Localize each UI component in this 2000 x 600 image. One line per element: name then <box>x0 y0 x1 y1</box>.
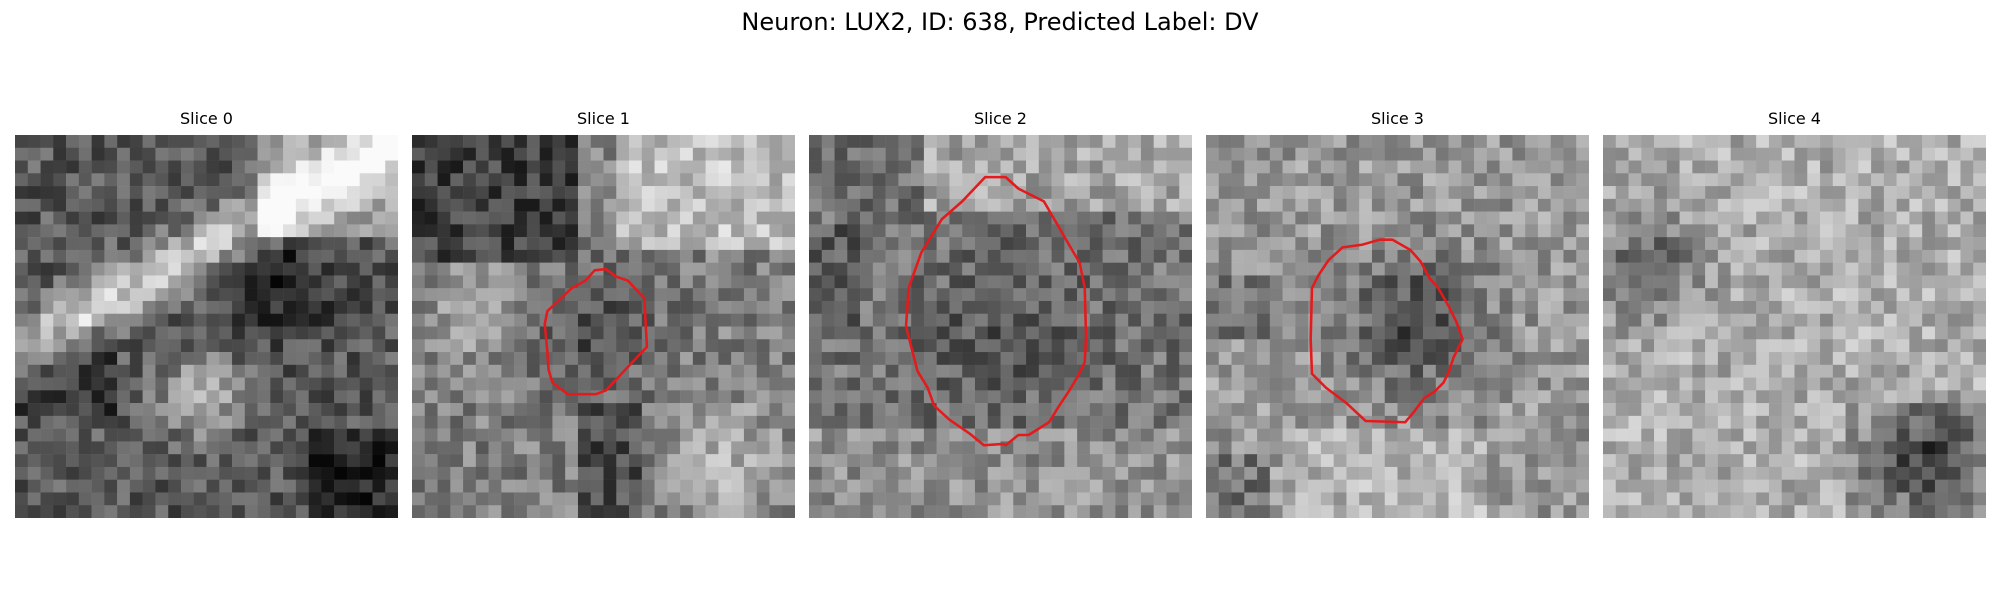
segmentation-contour <box>543 267 649 396</box>
slice-image <box>809 135 1192 518</box>
slice-panel-4: Slice 4 <box>1603 107 1986 520</box>
slice-title: Slice 0 <box>180 109 233 128</box>
slice-title: Slice 1 <box>577 109 630 128</box>
slice-image <box>1206 135 1589 518</box>
slice-panel-0: Slice 0 <box>15 107 398 520</box>
slice-image <box>1603 135 1986 518</box>
slice-image <box>412 135 795 518</box>
slice-title: Slice 2 <box>974 109 1027 128</box>
slice-title: Slice 4 <box>1768 109 1821 128</box>
slice-title: Slice 3 <box>1371 109 1424 128</box>
slice-panel-2: Slice 2 <box>809 107 1192 520</box>
segmentation-contour <box>1309 238 1464 424</box>
segmentation-contour <box>904 175 1088 447</box>
slice-panel-1: Slice 1 <box>412 107 795 520</box>
figure-title: Neuron: LUX2, ID: 638, Predicted Label: … <box>741 8 1259 36</box>
slice-panel-3: Slice 3 <box>1206 107 1589 520</box>
slice-image <box>15 135 398 518</box>
